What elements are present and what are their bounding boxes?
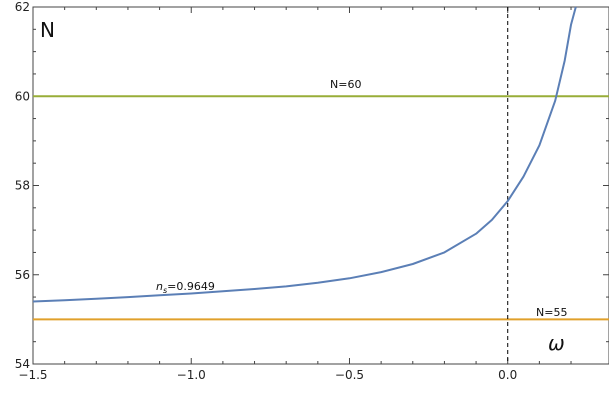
curve-label-rest: =0.9649 [167, 280, 215, 293]
axis-tick-labels: −1.5 −1.0 −0.5 0.0 54 56 58 60 62 [15, 0, 518, 382]
y-tick-label: 60 [15, 89, 30, 103]
curve-label: ns=0.9649 [156, 280, 215, 295]
y-tick-label: 58 [15, 179, 30, 193]
axis-ticks [32, 6, 609, 365]
plot-border [32, 6, 609, 365]
plot-lines [32, 6, 609, 364]
curve-label-main: n [156, 280, 163, 293]
x-tick-label: 0.0 [498, 368, 517, 382]
ns-curve [32, 6, 577, 303]
n55-label: N=55 [536, 306, 567, 319]
x-tick-label: −1.0 [177, 368, 206, 382]
x-axis-label: ω [548, 331, 565, 355]
plot-frame [32, 6, 609, 365]
y-tick-label: 54 [15, 357, 30, 371]
curve-label-sub: s [163, 286, 167, 295]
y-tick-label: 56 [15, 268, 30, 282]
y-tick-label: 62 [15, 0, 30, 14]
x-tick-label: −1.5 [18, 368, 47, 382]
y-axis-label: N [40, 18, 55, 42]
n60-label: N=60 [330, 78, 361, 91]
x-tick-label: −0.5 [335, 368, 364, 382]
